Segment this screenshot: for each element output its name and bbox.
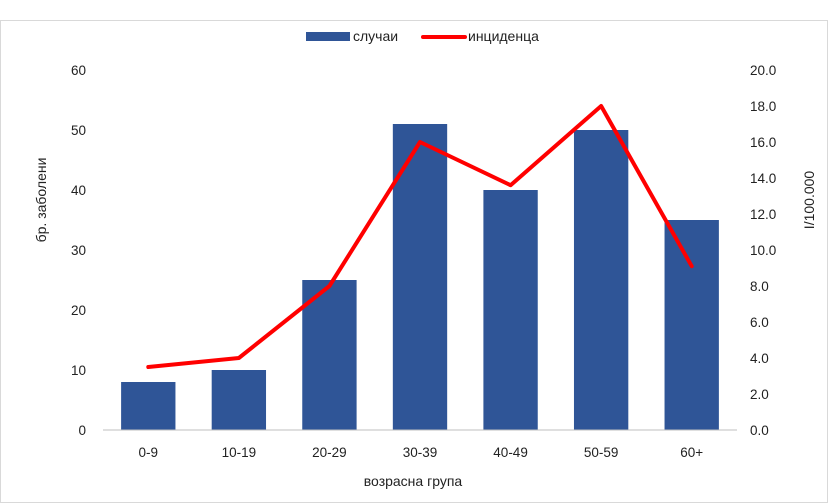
left-y-tick-label: 50 xyxy=(71,123,86,138)
right-y-tick-label: 10.0 xyxy=(750,243,776,258)
bar-0-9 xyxy=(121,382,176,430)
x-tick-label-20-29: 20-29 xyxy=(312,445,347,460)
left-y-tick-label: 40 xyxy=(71,183,86,198)
legend: случаи инциденца xyxy=(306,28,539,44)
left-y-tick-label: 10 xyxy=(71,363,86,378)
left-y-tick-label: 20 xyxy=(71,303,86,318)
left-y-tick-label: 0 xyxy=(78,423,86,438)
bar-50-59 xyxy=(573,130,629,430)
x-axis-title: возрасна група xyxy=(364,473,463,489)
bar-40-49 xyxy=(483,190,538,430)
right-y-tick-label: 0.0 xyxy=(750,423,769,438)
left-y-tick-label: 60 xyxy=(71,63,86,78)
x-tick-label-60+: 60+ xyxy=(680,445,703,460)
bar-series xyxy=(121,124,719,430)
right-y-tick-label: 16.0 xyxy=(750,135,776,150)
left-y-tick-label: 30 xyxy=(71,243,86,258)
right-y-tick-label: 12.0 xyxy=(750,207,776,222)
legend-line-label: инциденца xyxy=(468,28,539,44)
x-axis: 0-9 10-19 20-29 30-39 40-49 50-59 60+ xyxy=(139,445,704,460)
bar-10-19 xyxy=(211,370,267,430)
right-y-tick-label: 14.0 xyxy=(750,171,776,186)
x-tick-label-50-59: 50-59 xyxy=(584,445,619,460)
right-y-axis-title: I/100.000 xyxy=(801,171,817,230)
left-y-axis: 0 10 20 30 40 50 60 xyxy=(71,63,86,438)
right-y-tick-label: 6.0 xyxy=(750,315,769,330)
right-y-tick-label: 20.0 xyxy=(750,63,776,78)
bar-60+ xyxy=(664,220,719,430)
right-y-tick-label: 18.0 xyxy=(750,99,776,114)
bar-30-39 xyxy=(392,124,448,430)
right-y-axis: 0.0 2.0 4.0 6.0 8.0 10.0 12.0 14.0 16.0 18.0 20.0 xyxy=(750,63,776,438)
x-tick-label-40-49: 40-49 xyxy=(493,445,528,460)
bar-20-29 xyxy=(302,280,357,430)
legend-bar-label: случаи xyxy=(353,28,398,44)
x-tick-label-10-19: 10-19 xyxy=(222,445,257,460)
right-y-tick-label: 8.0 xyxy=(750,279,769,294)
legend-bar-swatch xyxy=(306,32,350,41)
line-series xyxy=(146,104,694,369)
x-tick-label-30-39: 30-39 xyxy=(403,445,438,460)
right-y-tick-label: 4.0 xyxy=(750,351,769,366)
left-y-axis-title: бр. заболени xyxy=(33,158,49,243)
x-tick-label-0-9: 0-9 xyxy=(139,445,159,460)
right-y-tick-label: 2.0 xyxy=(750,387,769,402)
